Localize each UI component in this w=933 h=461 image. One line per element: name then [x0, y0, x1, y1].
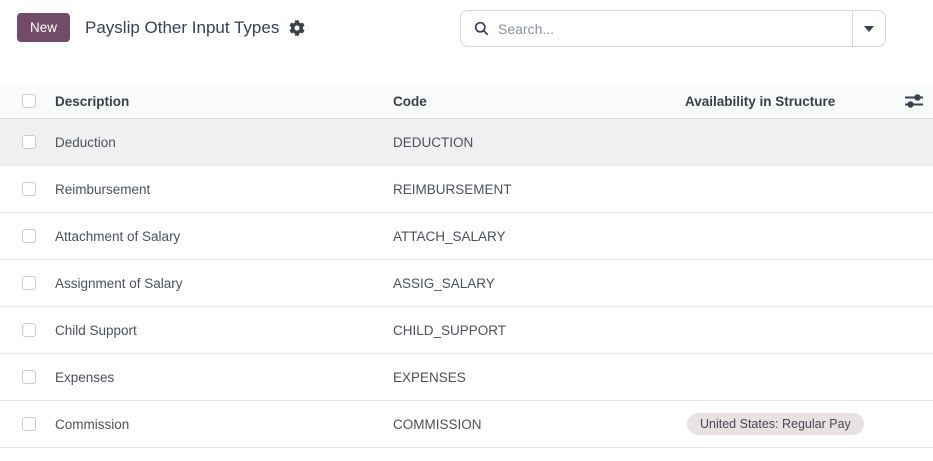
row-checkbox-cell: [0, 135, 55, 149]
row-checkbox-cell: [0, 276, 55, 290]
table-row[interactable]: Assignment of Salary ASSIG_SALARY: [0, 260, 933, 307]
search-icon: [474, 21, 489, 36]
control-panel: New Payslip Other Input Types: [0, 0, 933, 84]
cell-code[interactable]: COMMISSION: [393, 416, 482, 432]
cell-code[interactable]: ASSIG_SALARY: [393, 275, 495, 291]
table-row[interactable]: Commission COMMISSION United States: Reg…: [0, 401, 933, 448]
column-header-code[interactable]: Code: [393, 93, 427, 109]
table-row[interactable]: Reimbursement REIMBURSEMENT: [0, 166, 933, 213]
new-button[interactable]: New: [17, 13, 71, 42]
row-checkbox-cell: [0, 370, 55, 384]
row-checkbox-cell: [0, 417, 55, 431]
cell-description[interactable]: Commission: [55, 416, 130, 432]
search-input-area[interactable]: [461, 11, 852, 46]
optional-columns-cell: [895, 91, 933, 111]
cell-description[interactable]: Attachment of Salary: [55, 228, 181, 244]
table-row[interactable]: Expenses EXPENSES: [0, 354, 933, 401]
availability-badge: United States: Regular Pay: [687, 412, 864, 436]
row-checkbox[interactable]: [22, 182, 36, 196]
column-header-description[interactable]: Description: [55, 93, 130, 109]
row-checkbox[interactable]: [22, 276, 36, 290]
cell-code[interactable]: EXPENSES: [393, 369, 466, 385]
list-view: Description Code Availability in Structu…: [0, 84, 933, 448]
gear-icon[interactable]: [289, 19, 305, 36]
row-checkbox-cell: [0, 182, 55, 196]
list-header-row: Description Code Availability in Structu…: [0, 84, 933, 119]
column-header-availability[interactable]: Availability in Structure: [685, 93, 836, 109]
cell-availability[interactable]: United States: Regular Pay: [685, 412, 895, 436]
caret-down-icon: [864, 25, 874, 32]
search-bar: [460, 10, 886, 47]
row-checkbox[interactable]: [22, 229, 36, 243]
search-dropdown-button[interactable]: [852, 11, 885, 46]
cell-code[interactable]: REIMBURSEMENT: [393, 181, 512, 197]
row-checkbox[interactable]: [22, 323, 36, 337]
breadcrumb: Payslip Other Input Types: [85, 12, 305, 43]
cell-code[interactable]: CHILD_SUPPORT: [393, 322, 507, 338]
row-checkbox[interactable]: [22, 135, 36, 149]
list-body: Deduction DEDUCTION Reimbursement REIMBU…: [0, 119, 933, 448]
page-title: Payslip Other Input Types: [85, 17, 280, 37]
cell-description[interactable]: Reimbursement: [55, 181, 151, 197]
search-input[interactable]: [498, 20, 852, 37]
table-row[interactable]: Child Support CHILD_SUPPORT: [0, 307, 933, 354]
table-row[interactable]: Attachment of Salary ATTACH_SALARY: [0, 213, 933, 260]
select-all-checkbox[interactable]: [22, 94, 36, 108]
table-row[interactable]: Deduction DEDUCTION: [0, 119, 933, 166]
header-checkbox-cell: [0, 94, 55, 108]
cell-description[interactable]: Deduction: [55, 134, 116, 150]
row-checkbox[interactable]: [22, 417, 36, 431]
column-sliders-icon[interactable]: [904, 91, 924, 111]
cell-code[interactable]: DEDUCTION: [393, 134, 474, 150]
row-checkbox-cell: [0, 229, 55, 243]
row-checkbox-cell: [0, 323, 55, 337]
cell-description[interactable]: Child Support: [55, 322, 137, 338]
cell-code[interactable]: ATTACH_SALARY: [393, 228, 506, 244]
cell-description[interactable]: Assignment of Salary: [55, 275, 183, 291]
row-checkbox[interactable]: [22, 370, 36, 384]
cell-description[interactable]: Expenses: [55, 369, 115, 385]
